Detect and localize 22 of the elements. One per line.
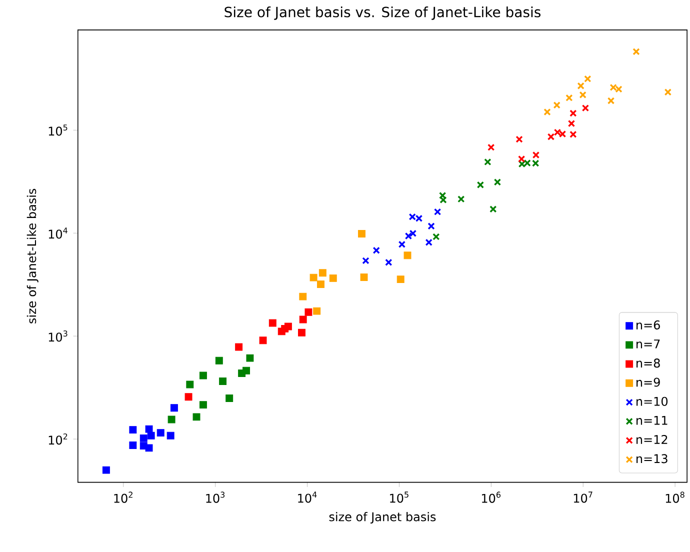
x-tick-label: 10$^{8}$ — [666, 492, 684, 503]
chart-title: Size of Janet basis vs. Size of Janet-Like basis — [224, 6, 540, 20]
y-tick-label: 10$^{4}$ — [48, 227, 68, 239]
x-tick-label: 10$^{2}$ — [114, 492, 132, 503]
x-tick-label: 10$^{7}$ — [574, 492, 592, 503]
y-tick-label: 10$^{2}$ — [48, 433, 68, 445]
legend-label: n=9 — [636, 378, 660, 387]
legend-label: n=11 — [636, 416, 668, 425]
x-tick-label: 10$^{4}$ — [298, 492, 317, 503]
x-axis-title: size of Janet basis — [329, 512, 436, 524]
x-tick-label: 10$^{6}$ — [482, 492, 501, 503]
x-tick-label: 10$^{3}$ — [206, 492, 225, 503]
legend-label: n=12 — [636, 434, 668, 444]
y-tick-label: 10$^{3}$ — [48, 330, 68, 342]
legend-label: n=10 — [636, 396, 668, 406]
legend-label: n=13 — [636, 454, 668, 464]
x-tick-label: 10$^{5}$ — [390, 492, 408, 503]
y-tick-label: 10$^{5}$ — [48, 124, 68, 136]
y-axis-title: size of Janet-Like basis — [26, 188, 38, 324]
legend-label: n=6 — [636, 320, 660, 330]
legend-label: n=7 — [636, 339, 660, 348]
legend-label: n=8 — [636, 358, 660, 368]
